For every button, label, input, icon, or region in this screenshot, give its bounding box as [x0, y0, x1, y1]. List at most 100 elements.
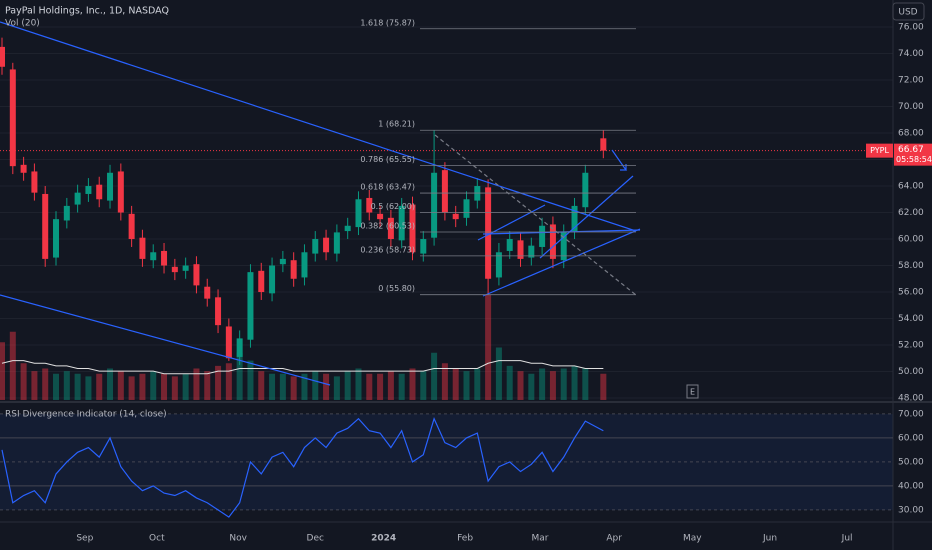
rsi-tick-label: 40.00	[898, 481, 924, 491]
candle-body	[290, 260, 297, 279]
volume-bar	[117, 371, 124, 400]
volume-bar	[63, 371, 70, 400]
earnings-label[interactable]: E	[690, 388, 695, 397]
y-tick-label: 56.00	[898, 288, 924, 298]
volume-bar	[409, 368, 416, 400]
candle-body	[225, 326, 232, 359]
rsi-line	[1, 417, 604, 518]
y-tick-label: 54.00	[898, 314, 924, 324]
candle-body	[301, 252, 308, 278]
candle-body	[485, 187, 492, 279]
volume-bar	[301, 373, 308, 400]
candle-body	[63, 205, 70, 221]
candle-body	[215, 297, 222, 326]
volume-bar	[42, 368, 49, 400]
candle-body	[528, 245, 535, 258]
volume-bar	[258, 371, 265, 400]
fib-trend	[434, 134, 637, 296]
volume-bar	[474, 368, 481, 400]
symbol-tag	[866, 143, 893, 158]
volume-bar	[485, 295, 492, 400]
fib-label: 0.382 (60.53)	[360, 221, 415, 230]
volume-bar	[441, 363, 448, 400]
candle-body	[128, 213, 135, 240]
volume-bar	[193, 368, 200, 400]
volume-bar	[74, 373, 81, 400]
volume-bar	[333, 376, 340, 400]
candle-body	[0, 46, 5, 67]
currency[interactable]: USD	[898, 8, 917, 18]
volume-bar	[344, 371, 351, 400]
volume-bar	[150, 371, 157, 400]
x-tick-label: Jun	[762, 534, 777, 544]
candle-body	[139, 237, 146, 259]
volume-bar	[506, 365, 513, 400]
candle-body	[344, 225, 351, 232]
volume-bar	[225, 363, 232, 400]
volume-bar	[139, 373, 146, 400]
volume-bar	[366, 373, 373, 400]
y-tick-label: 48.00	[898, 394, 924, 404]
indicator-label: RSI Divergence Indicator (14, close)	[5, 410, 167, 420]
y-tick-label: 70.00	[898, 102, 924, 112]
rsi-tick-label: 50.00	[898, 457, 924, 467]
volume-bar	[452, 368, 459, 400]
volume-bar	[247, 360, 254, 400]
volume-bar	[495, 347, 502, 400]
x-tick-label: Dec	[307, 534, 324, 544]
candle-body	[269, 265, 276, 294]
candle-body	[74, 192, 81, 205]
candle-body	[150, 252, 157, 261]
candle-body	[20, 164, 27, 173]
volume-bar	[312, 371, 319, 400]
candle-body	[366, 197, 373, 213]
y-tick-label: 74.00	[898, 49, 924, 59]
volume-bar	[560, 368, 567, 400]
candle-body	[323, 237, 330, 253]
fib-label: 0 (55.80)	[378, 284, 415, 293]
candle-body	[236, 338, 243, 357]
x-tick-label: Jul	[841, 534, 853, 544]
candle-body	[495, 252, 502, 278]
volume-bar	[398, 373, 405, 400]
trendline	[482, 228, 641, 297]
x-tick-label: Oct	[149, 534, 165, 544]
currency-box[interactable]	[892, 2, 925, 21]
x-tick-label: Mar	[531, 534, 548, 544]
volume-bar	[517, 371, 524, 400]
rsi-pane	[0, 413, 893, 518]
candle-body	[31, 171, 38, 193]
volume-bar	[171, 376, 178, 400]
candle-body	[117, 171, 124, 213]
x-tick-label: Feb	[457, 534, 473, 544]
volume-bar	[215, 365, 222, 400]
candle-body	[96, 184, 103, 200]
fib-label: 1.618 (75.87)	[360, 18, 415, 27]
volume-bar	[20, 363, 27, 400]
fib-levels: 1.618 (75.87) 1 (68.21) 0.786 (65.55) 0.618…	[360, 18, 636, 296]
earnings-marker[interactable]	[686, 384, 699, 399]
volume-ma	[1, 360, 604, 375]
candle-body	[517, 240, 524, 259]
grid	[0, 26, 893, 399]
y-tick-label: 68.00	[898, 129, 924, 139]
x-tick-label: 2024	[371, 534, 396, 544]
candle-body	[420, 239, 427, 254]
candle-body	[441, 170, 448, 213]
fib-label: 0.5 (62.00)	[371, 202, 415, 211]
candle-body	[431, 172, 438, 238]
volume-bar	[549, 371, 556, 400]
candle-body	[161, 250, 168, 266]
volume-bar	[571, 365, 578, 400]
arrow	[611, 149, 628, 171]
candle-body	[560, 232, 567, 261]
volume-bar	[236, 352, 243, 400]
volume-bar	[600, 373, 607, 400]
candle-body	[452, 213, 459, 220]
x-tick-label: Sep	[76, 534, 93, 544]
symbol-label: PYPL	[870, 146, 889, 155]
volume-bar	[431, 352, 438, 400]
candle-body	[539, 225, 546, 247]
volume-bar	[377, 373, 384, 400]
